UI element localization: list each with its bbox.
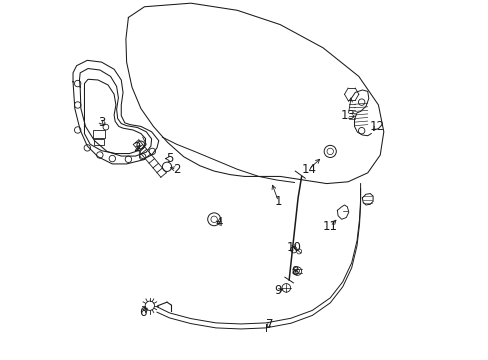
Text: 13: 13 <box>340 109 355 122</box>
Text: 9: 9 <box>274 284 282 297</box>
Text: 5: 5 <box>165 152 173 165</box>
Text: 3: 3 <box>98 116 105 129</box>
Text: 2: 2 <box>173 163 180 176</box>
Text: 2: 2 <box>133 141 141 154</box>
Text: 8: 8 <box>290 265 298 278</box>
Text: 11: 11 <box>322 220 337 233</box>
Text: 10: 10 <box>286 241 301 255</box>
Text: 12: 12 <box>368 120 384 133</box>
Text: 6: 6 <box>139 306 146 319</box>
Text: 4: 4 <box>215 216 223 229</box>
Text: 1: 1 <box>274 195 282 208</box>
Text: 14: 14 <box>301 163 316 176</box>
Text: 7: 7 <box>265 318 273 331</box>
